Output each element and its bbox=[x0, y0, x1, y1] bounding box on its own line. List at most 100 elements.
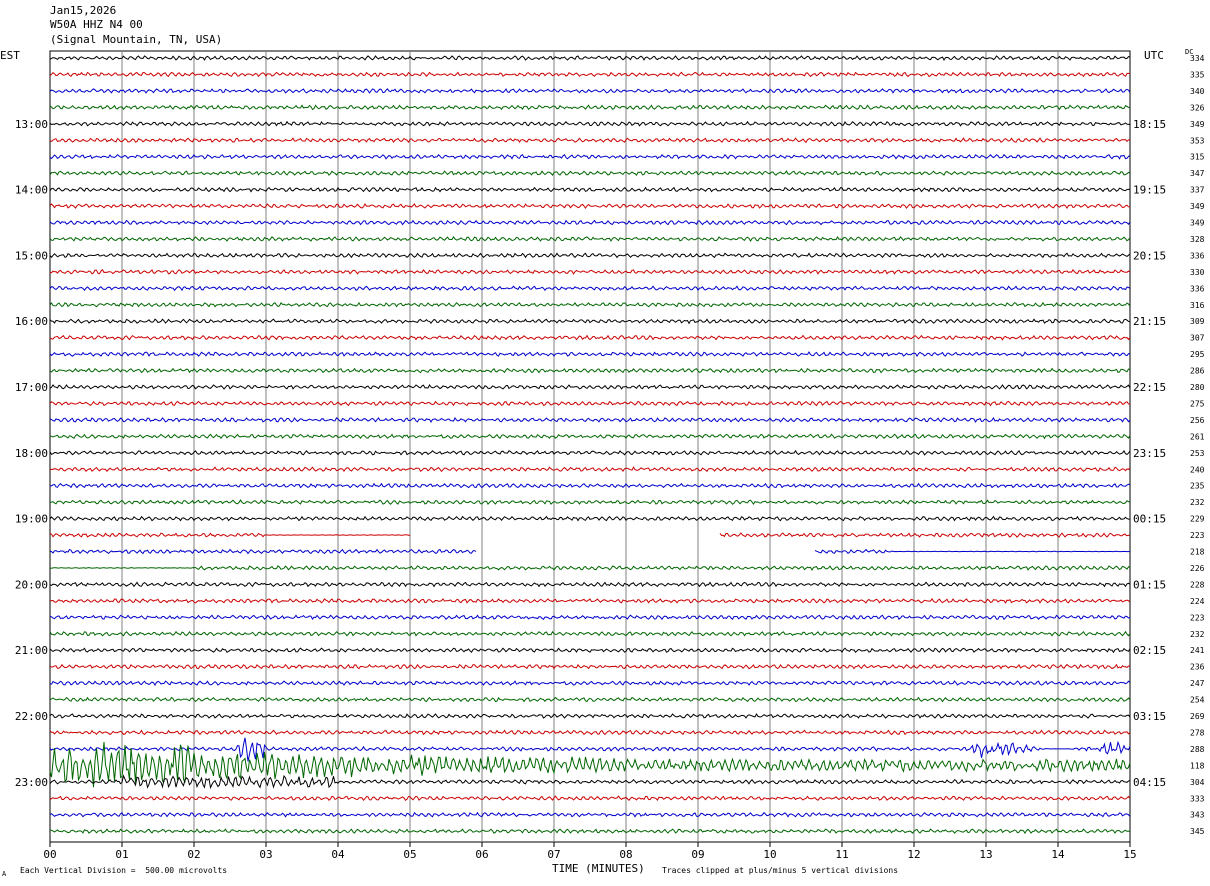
dc-offset-label: 235 bbox=[1190, 482, 1205, 491]
dc-offset-label: 335 bbox=[1190, 70, 1205, 79]
x-tick-label: 06 bbox=[475, 848, 488, 861]
seismic-trace-8 bbox=[49, 170, 1131, 177]
x-tick-label: 07 bbox=[547, 848, 560, 861]
x-tick-label: 12 bbox=[907, 848, 920, 861]
seismic-trace-3 bbox=[49, 88, 1131, 94]
seismic-trace-19 bbox=[49, 351, 1131, 358]
header-location: (Signal Mountain, TN, USA) bbox=[50, 33, 223, 46]
x-tick-label: 01 bbox=[115, 848, 128, 861]
dc-offset-label: 286 bbox=[1190, 367, 1205, 376]
seismic-trace-31 bbox=[814, 548, 1131, 554]
dc-offset-label: 253 bbox=[1190, 449, 1205, 458]
dc-offset-label: 333 bbox=[1190, 794, 1205, 803]
dc-offset-label: 247 bbox=[1190, 679, 1205, 688]
seismic-trace-18 bbox=[49, 334, 1131, 341]
dc-offset-label: 315 bbox=[1190, 153, 1205, 162]
seismic-trace-16 bbox=[49, 301, 1131, 308]
est-hour-label: 17:00 bbox=[15, 381, 48, 394]
seismic-trace-43 bbox=[49, 737, 1131, 762]
utc-hour-label: 03:15 bbox=[1133, 710, 1166, 723]
seismic-trace-13 bbox=[49, 252, 1131, 259]
utc-hour-label: 23:15 bbox=[1133, 447, 1166, 460]
seismic-trace-30 bbox=[49, 532, 411, 538]
est-hour-label: 23:00 bbox=[15, 776, 48, 789]
dc-offset-label: 309 bbox=[1190, 317, 1205, 326]
dc-offset-label: 232 bbox=[1190, 630, 1205, 639]
seismic-trace-33 bbox=[49, 581, 1131, 588]
seismic-trace-29 bbox=[49, 515, 1131, 522]
dc-offset-label: 340 bbox=[1190, 87, 1205, 96]
dc-offset-label: 224 bbox=[1190, 597, 1205, 606]
clip-note: Traces clipped at plus/minus 5 vertical … bbox=[662, 866, 899, 875]
left-timezone-label: EST bbox=[0, 49, 20, 62]
utc-hour-label: 21:15 bbox=[1133, 315, 1166, 328]
x-tick-label: 14 bbox=[1051, 848, 1065, 861]
dc-offset-label: 236 bbox=[1190, 663, 1205, 672]
seismic-trace-22 bbox=[49, 400, 1131, 407]
dc-offset-label: 278 bbox=[1190, 728, 1205, 737]
seismic-trace-27 bbox=[49, 482, 1131, 489]
seismic-trace-7 bbox=[49, 153, 1131, 160]
utc-hour-label: 04:15 bbox=[1133, 776, 1166, 789]
dc-offset-label: 228 bbox=[1190, 580, 1205, 589]
est-hour-label: 13:00 bbox=[15, 118, 48, 131]
x-tick-label: 04 bbox=[331, 848, 345, 861]
dc-offset-label: 218 bbox=[1190, 548, 1205, 557]
x-tick-label: 00 bbox=[43, 848, 56, 861]
seismic-trace-5 bbox=[49, 120, 1131, 127]
seismic-trace-24 bbox=[49, 433, 1131, 440]
dc-offset-label: 330 bbox=[1190, 268, 1205, 277]
dc-offset-label: 254 bbox=[1190, 696, 1205, 705]
seismic-trace-9 bbox=[49, 186, 1131, 193]
seismic-trace-36 bbox=[49, 630, 1131, 637]
dc-offset-label: 241 bbox=[1190, 646, 1205, 655]
seismic-trace-10 bbox=[49, 203, 1131, 210]
dc-offset-label: 307 bbox=[1190, 334, 1205, 343]
x-tick-label: 11 bbox=[835, 848, 848, 861]
dc-offset-label: 269 bbox=[1190, 712, 1205, 721]
seismic-trace-20 bbox=[49, 367, 1131, 374]
dc-offset-label: 232 bbox=[1190, 498, 1205, 507]
est-hour-label: 21:00 bbox=[15, 644, 48, 657]
seismic-trace-15 bbox=[49, 285, 1131, 292]
seismic-trace-47 bbox=[49, 811, 1131, 818]
est-hour-label: 14:00 bbox=[15, 184, 48, 197]
est-hour-label: 16:00 bbox=[15, 315, 48, 328]
est-hour-label: 22:00 bbox=[15, 710, 48, 723]
seismic-trace-44 bbox=[49, 741, 1131, 788]
dc-column-label: DC bbox=[1185, 48, 1194, 56]
seismic-trace-37 bbox=[49, 647, 1131, 654]
seismic-trace-38 bbox=[49, 663, 1131, 670]
dc-offset-label: 275 bbox=[1190, 399, 1205, 408]
dc-offset-label: 347 bbox=[1190, 169, 1205, 178]
seismic-trace-4 bbox=[49, 104, 1131, 111]
dc-offset-label: 229 bbox=[1190, 515, 1205, 524]
dc-offset-label: 261 bbox=[1190, 432, 1205, 441]
utc-hour-label: 20:15 bbox=[1133, 249, 1166, 262]
seismic-trace-39 bbox=[49, 680, 1131, 686]
seismic-trace-14 bbox=[49, 268, 1131, 275]
seismic-trace-40 bbox=[49, 696, 1131, 703]
seismic-trace-11 bbox=[49, 219, 1131, 226]
utc-hour-label: 01:15 bbox=[1133, 578, 1166, 591]
seismic-trace-45 bbox=[49, 774, 1131, 790]
x-tick-label: 02 bbox=[187, 848, 200, 861]
dc-offset-label: 256 bbox=[1190, 416, 1205, 425]
utc-hour-label: 18:15 bbox=[1133, 118, 1166, 131]
seismic-trace-26 bbox=[49, 466, 1131, 473]
utc-hour-label: 02:15 bbox=[1133, 644, 1166, 657]
dc-offset-label: 345 bbox=[1190, 827, 1205, 836]
x-tick-label: 08 bbox=[619, 848, 632, 861]
dc-offset-label: 336 bbox=[1190, 251, 1205, 260]
header-date: Jan15,2026 bbox=[50, 4, 117, 17]
x-tick-label: 09 bbox=[691, 848, 704, 861]
seismic-trace-46 bbox=[49, 795, 1131, 802]
seismic-trace-35 bbox=[49, 614, 1131, 621]
x-tick-label: 03 bbox=[259, 848, 272, 861]
corner-mark: A bbox=[2, 870, 7, 878]
seismic-trace-25 bbox=[49, 449, 1131, 456]
dc-offset-label: 304 bbox=[1190, 778, 1205, 787]
dc-offset-label: 280 bbox=[1190, 383, 1205, 392]
dc-offset-label: 343 bbox=[1190, 811, 1205, 820]
utc-hour-label: 00:15 bbox=[1133, 513, 1166, 526]
